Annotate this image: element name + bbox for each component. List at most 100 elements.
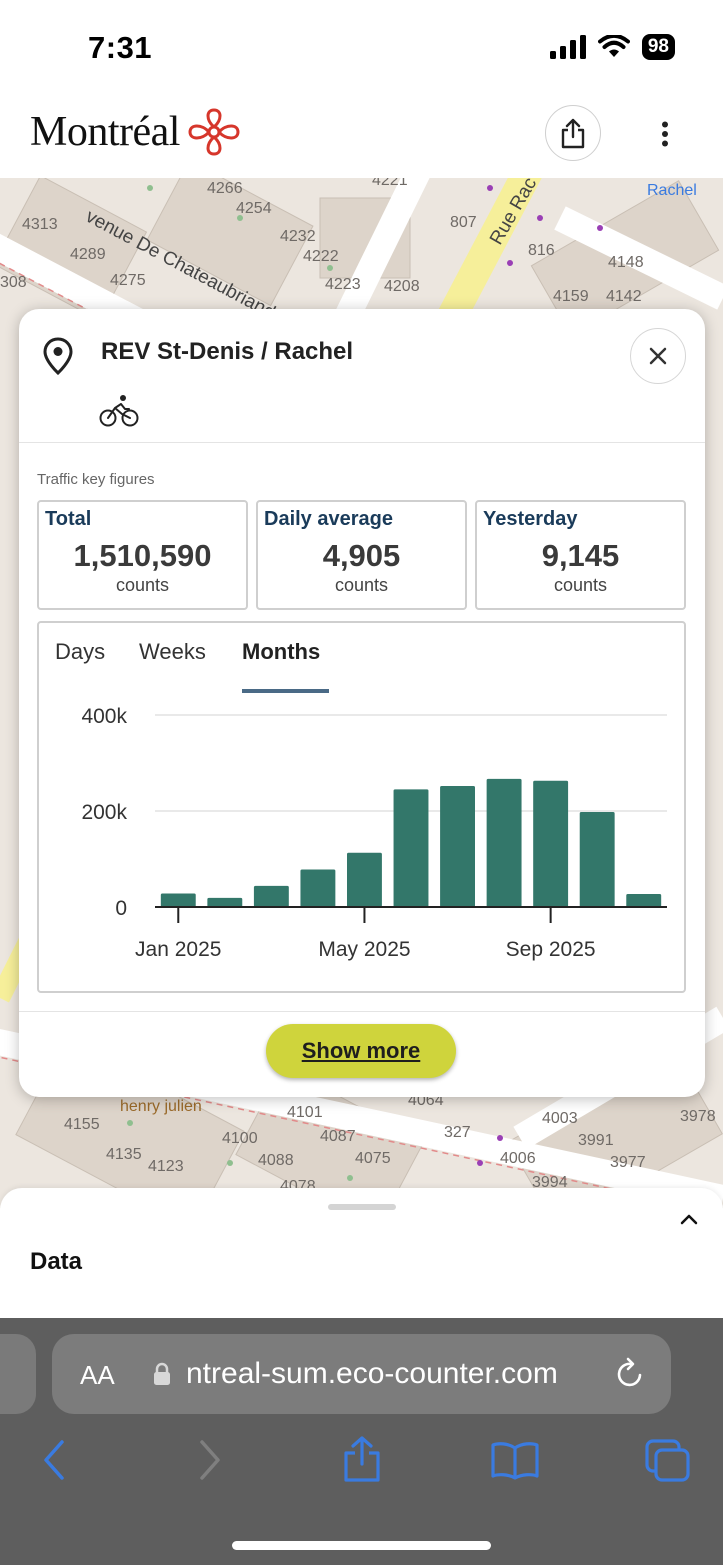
montreal-rosette-icon — [188, 108, 240, 156]
map-address-label: 4087 — [320, 1128, 356, 1145]
map-address-label: 4223 — [325, 276, 361, 293]
logo-text: Montréal — [30, 109, 180, 155]
key-figure-total: Total 1,510,590 counts — [37, 500, 248, 610]
status-icons: 98 — [549, 34, 675, 60]
key-figures-title: Traffic key figures — [37, 471, 155, 488]
chart-y-tick-label: 400k — [81, 705, 127, 728]
home-indicator — [232, 1541, 491, 1550]
key-figure-value: 9,145 — [541, 538, 620, 573]
card-footer: Show more — [19, 1011, 705, 1097]
map-street-label: henry julien — [120, 1098, 202, 1115]
map-address-label: 3994 — [532, 1174, 568, 1191]
tab-weeks[interactable]: Weeks — [139, 639, 206, 664]
key-figure-label: Total — [45, 508, 92, 530]
chart-x-tick-label: May 2025 — [318, 938, 410, 961]
tab-days[interactable]: Days — [55, 639, 106, 664]
share-icon — [561, 118, 585, 149]
map-address-label: 4006 — [500, 1150, 536, 1167]
site-header: Montréal — [0, 96, 723, 178]
map-address-label: 4155 — [64, 1116, 100, 1133]
address-bar[interactable]: AA ntreal-sum.eco-counter.com — [52, 1334, 671, 1414]
map-address-label: 327 — [444, 1124, 471, 1141]
map-address-label: 4221 — [372, 178, 408, 189]
battery-indicator: 98 — [641, 34, 675, 60]
map-address-label: 4208 — [384, 278, 420, 295]
chart-bar — [393, 789, 429, 907]
chart-y-tick-label: 200k — [81, 801, 127, 824]
tab-months[interactable]: Months — [242, 639, 321, 664]
bookmarks-icon[interactable] — [490, 1440, 540, 1482]
chart-bar — [440, 786, 475, 907]
bicycle-icon — [99, 395, 139, 427]
key-figure-value: 1,510,590 — [73, 538, 212, 573]
map-address-label: 3977 — [610, 1154, 646, 1171]
kebab-menu-icon — [662, 121, 668, 147]
map-address-label: 4148 — [608, 254, 644, 271]
key-figure-value: 4,905 — [322, 538, 401, 573]
map-address-label: 4222 — [303, 248, 339, 265]
location-pin-icon — [43, 337, 73, 375]
share-icon[interactable] — [340, 1434, 384, 1484]
map-address-label: 4266 — [207, 180, 243, 197]
montreal-logo[interactable]: Montréal — [30, 106, 242, 158]
data-bottom-sheet[interactable]: Data — [0, 1188, 723, 1318]
map-address-label: 4159 — [553, 288, 589, 305]
wifi-icon — [597, 35, 630, 57]
key-figure-unit: counts — [334, 575, 389, 595]
map-address-label: 4003 — [542, 1110, 578, 1127]
url-text[interactable]: ntreal-sum.eco-counter.com — [186, 1357, 558, 1390]
counter-title: REV St-Denis / Rachel — [101, 338, 354, 365]
chart-bar — [300, 869, 336, 907]
chart-bar — [160, 893, 196, 907]
key-figure-daily-average: Daily average 4,905 counts — [256, 500, 467, 610]
key-figure-unit: counts — [553, 575, 608, 595]
chart-bar — [486, 778, 522, 907]
back-arrow-icon[interactable] — [40, 1436, 68, 1484]
monthly-bar-chart: 0 200k 400k Jan 2025 May 2025 Sep 2025 — [81, 705, 667, 961]
chart-bar — [253, 885, 289, 907]
key-figure-label: Yesterday — [483, 508, 578, 530]
chevron-up-icon[interactable] — [679, 1212, 699, 1226]
status-bar: 7:31 98 — [0, 0, 723, 96]
reader-options-button[interactable]: AA — [80, 1360, 115, 1390]
counter-popup-card: REV St-Denis / Rachel Traffic key figure… — [19, 309, 705, 1097]
map-address-label: 4275 — [110, 272, 146, 289]
chart-panel: Days Weeks Months 0 200k 400k Jan 2025 May 2… — [37, 621, 686, 993]
map-street-label: Rachel — [647, 182, 697, 199]
chart-y-tick-label: 0 — [115, 897, 127, 920]
map-address-label: 816 — [528, 242, 555, 259]
card-header: REV St-Denis / Rachel — [19, 309, 705, 443]
chart-bar — [626, 894, 662, 907]
sheet-title: Data — [30, 1248, 83, 1275]
map-address-label: 4101 — [287, 1104, 323, 1121]
chart-bar — [207, 897, 243, 907]
share-button[interactable] — [545, 105, 601, 161]
map-address-label: 308 — [0, 274, 27, 291]
previous-tab-preview[interactable] — [0, 1334, 36, 1414]
more-options-button[interactable] — [648, 114, 682, 154]
map-address-label: 4075 — [355, 1150, 391, 1167]
map-address-label: 4254 — [236, 200, 272, 217]
tabs-icon[interactable] — [644, 1438, 692, 1484]
key-figure-label: Daily average — [264, 508, 393, 530]
chart-bar — [579, 811, 615, 907]
map-address-label: 3991 — [578, 1132, 614, 1149]
forward-arrow-icon[interactable] — [196, 1436, 224, 1484]
chart-x-tick-label: Jan 2025 — [135, 938, 221, 961]
sheet-drag-handle[interactable] — [328, 1204, 396, 1210]
map-address-label: 3978 — [680, 1108, 716, 1125]
show-more-button[interactable]: Show more — [266, 1024, 456, 1078]
map-address-label: 4123 — [148, 1158, 184, 1175]
map-address-label: 4142 — [606, 288, 642, 305]
map-address-label: 4289 — [70, 246, 106, 263]
close-icon — [649, 347, 667, 365]
lock-icon — [154, 1362, 170, 1385]
map-address-label: 4100 — [222, 1130, 258, 1147]
map-address-label: 4313 — [22, 216, 58, 233]
status-time: 7:31 — [88, 30, 153, 65]
close-button[interactable] — [630, 328, 686, 384]
map-address-label: 4135 — [106, 1146, 142, 1163]
key-figure-unit: counts — [115, 575, 170, 595]
reload-icon[interactable] — [614, 1356, 646, 1390]
browser-toolbar: AA ntreal-sum.eco-counter.com — [0, 1318, 723, 1565]
